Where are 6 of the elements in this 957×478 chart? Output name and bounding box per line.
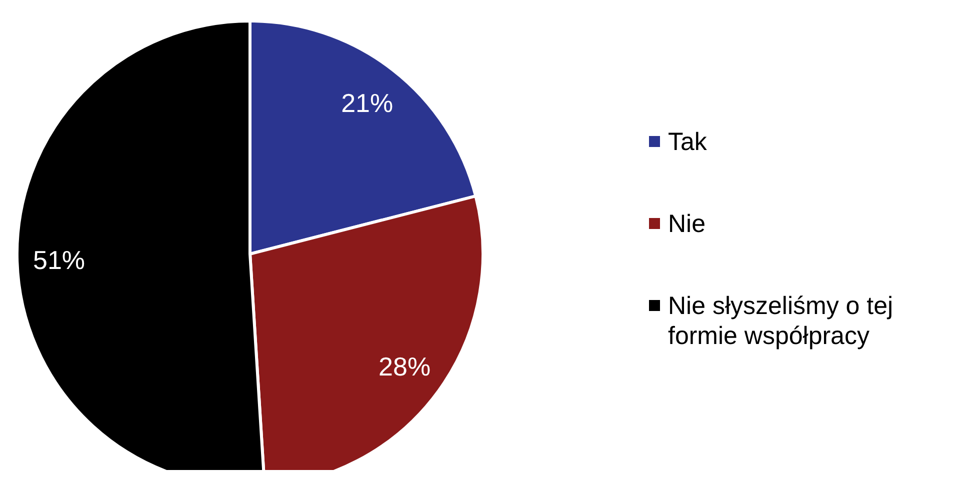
legend-label: Nie (668, 210, 706, 238)
legend-label: Tak (668, 128, 707, 156)
data-label: 21% (341, 88, 394, 118)
data-label: 51% (33, 245, 86, 275)
data-label: 28% (378, 351, 431, 382)
legend-label: Nie słyszeliśmy o tej formie współpracy (668, 292, 894, 350)
